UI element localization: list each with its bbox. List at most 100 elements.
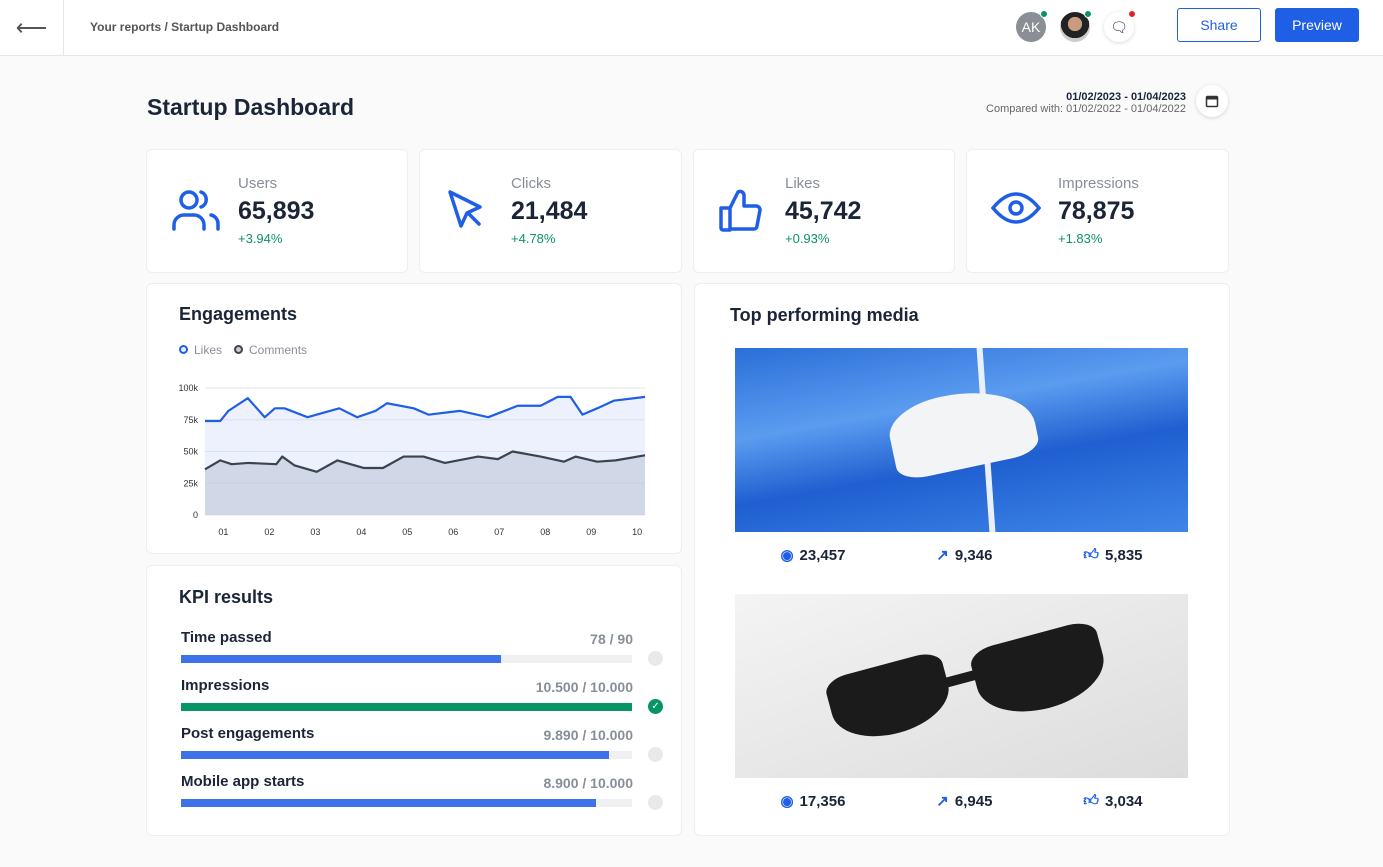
legend-comments[interactable]: Comments <box>234 343 307 357</box>
stat-change: +4.78% <box>511 231 556 246</box>
kpi-name: Time passed <box>181 629 272 646</box>
cursor-icon <box>448 190 482 228</box>
kpi-progress-bar <box>181 703 632 711</box>
calendar-icon <box>1205 95 1219 108</box>
stat-change: +3.94% <box>238 231 283 246</box>
y-tick-label: 75k <box>183 415 198 425</box>
media-title: Top performing media <box>730 305 919 325</box>
page-title: Startup Dashboard <box>147 94 355 120</box>
stat-change: +1.83% <box>1058 231 1103 246</box>
legend-label: Likes <box>194 343 223 357</box>
x-tick-label: 07 <box>494 527 504 537</box>
stat-label: Impressions <box>1058 175 1139 192</box>
pending-icon <box>648 795 663 810</box>
date-range: 01/02/2023 - 01/04/2023 Compared with: 01… <box>986 91 1186 115</box>
views-count: 17,356 <box>799 792 846 810</box>
user-avatar-photo[interactable] <box>1060 10 1092 42</box>
engagements-title: Engagements <box>179 304 298 324</box>
views-count: 23,457 <box>799 546 846 564</box>
kpi-value: 8.900 / 10.000 <box>543 775 633 791</box>
arrow-up-right-icon: ↗ <box>936 547 949 564</box>
breadcrumb[interactable]: Your reports / Startup Dashboard <box>90 20 280 34</box>
x-tick-label: 04 <box>356 527 366 537</box>
kpi-value: 10.500 / 10.000 <box>535 679 633 695</box>
eye-icon: ◉ <box>780 547 794 564</box>
kpi-progress-fill <box>181 655 502 663</box>
x-tick-label: 08 <box>540 527 550 537</box>
eye-icon: ◉ <box>780 793 794 810</box>
shares-count: 9,346 <box>954 546 993 564</box>
pending-icon <box>648 651 663 666</box>
kpi-progress-bar <box>181 655 632 663</box>
x-tick-label: 01 <box>218 527 228 537</box>
y-tick-label: 0 <box>193 510 198 520</box>
stat-label: Users <box>238 175 278 192</box>
kpi-title: KPI results <box>179 587 274 607</box>
check-icon: ✓ <box>648 699 663 714</box>
kpi-value: 9.890 / 10.000 <box>543 727 633 743</box>
stat-change: +0.93% <box>785 231 830 246</box>
comments-icon[interactable]: 🗨 <box>1104 10 1136 42</box>
x-tick-label: 03 <box>310 527 320 537</box>
kpi-card: KPI results Time passed 78 / 90 Impressi… <box>146 565 682 836</box>
compared-range: Compared with: 01/02/2022 - 01/04/2022 <box>986 103 1186 115</box>
stat-card-users: Users 65,893 +3.94% <box>146 149 408 273</box>
engagements-chart: 0 25k 50k 75k 100k 01 02 03 04 05 06 07 08 09 10 <box>178 383 646 537</box>
shares-count: 6,945 <box>954 792 993 810</box>
stat-label: Clicks <box>511 175 551 192</box>
x-tick-label: 09 <box>586 527 596 537</box>
media-stats: ◉ 17,356 ↗ 6,945 👍︎ 3,034 <box>735 792 1188 810</box>
back-arrow-icon[interactable]: ⟵ <box>0 0 64 56</box>
kpi-value: 78 / 90 <box>590 631 633 647</box>
x-tick-label: 06 <box>448 527 458 537</box>
y-tick-label: 50k <box>183 447 198 457</box>
calendar-button[interactable] <box>1196 85 1228 117</box>
thumbs-up-icon <box>719 189 762 232</box>
x-tick-label: 02 <box>264 527 274 537</box>
share-button[interactable]: Share <box>1177 8 1261 42</box>
arrow-up-right-icon: ↗ <box>936 793 949 810</box>
stat-value: 45,742 <box>785 197 862 225</box>
shares-stat: ↗ 9,346 <box>936 546 993 565</box>
legend-label: Comments <box>249 343 308 357</box>
users-icon <box>172 190 220 231</box>
stat-card-clicks: Clicks 21,484 +4.78% <box>419 149 682 273</box>
media-image-sunglasses[interactable] <box>735 594 1188 778</box>
kpi-progress-fill <box>181 751 610 759</box>
x-tick-label: 10 <box>632 527 642 537</box>
kpi-name: Post engagements <box>181 725 315 742</box>
shares-stat: ↗ 6,945 <box>936 792 993 811</box>
stat-value: 78,875 <box>1058 197 1135 225</box>
legend-likes[interactable]: Likes <box>179 343 222 357</box>
likes-count: 5,835 <box>1104 546 1143 564</box>
thumbs-up-icon: 👍︎ <box>1083 792 1099 809</box>
kpi-progress-fill <box>181 703 632 711</box>
views-stat: ◉ 23,457 <box>780 546 846 565</box>
preview-button[interactable]: Preview <box>1275 8 1359 42</box>
views-stat: ◉ 17,356 <box>780 792 846 811</box>
y-tick-label: 100k <box>178 383 198 393</box>
stat-label: Likes <box>785 175 821 192</box>
series-line-comments <box>204 450 646 473</box>
top-bar: ⟵ Your reports / Startup Dashboard AK 🗨 … <box>0 0 1383 56</box>
kpi-progress-bar <box>181 799 632 807</box>
likes-count: 3,034 <box>1104 792 1143 810</box>
y-tick-label: 25k <box>183 478 198 488</box>
thumbs-up-icon: 👍︎ <box>1083 546 1099 563</box>
date-range-value: 01/02/2023 - 01/04/2023 <box>1066 91 1186 103</box>
series-area-comments <box>205 451 645 515</box>
eye-icon <box>991 192 1041 224</box>
pending-icon <box>648 747 663 762</box>
kpi-name: Mobile app starts <box>181 773 305 790</box>
stat-card-impressions: Impressions 78,875 +1.83% <box>966 149 1229 273</box>
avatar-initials: AK <box>1021 19 1041 35</box>
likes-stat: 👍︎ 5,835 <box>1083 546 1142 564</box>
kpi-name: Impressions <box>181 677 270 694</box>
avatar[interactable]: AK <box>1016 10 1048 42</box>
engagements-card: Engagements Likes Comments 0 25k 50k 75k 100… <box>146 283 682 554</box>
media-image-sneaker[interactable] <box>735 348 1188 532</box>
chart-legend: Likes Comments <box>179 343 307 357</box>
x-tick-label: 05 <box>402 527 412 537</box>
stat-value: 65,893 <box>238 197 315 225</box>
media-card: Top performing media ◉ 23,457 ↗ 9,346 👍︎ 5,… <box>694 283 1230 836</box>
